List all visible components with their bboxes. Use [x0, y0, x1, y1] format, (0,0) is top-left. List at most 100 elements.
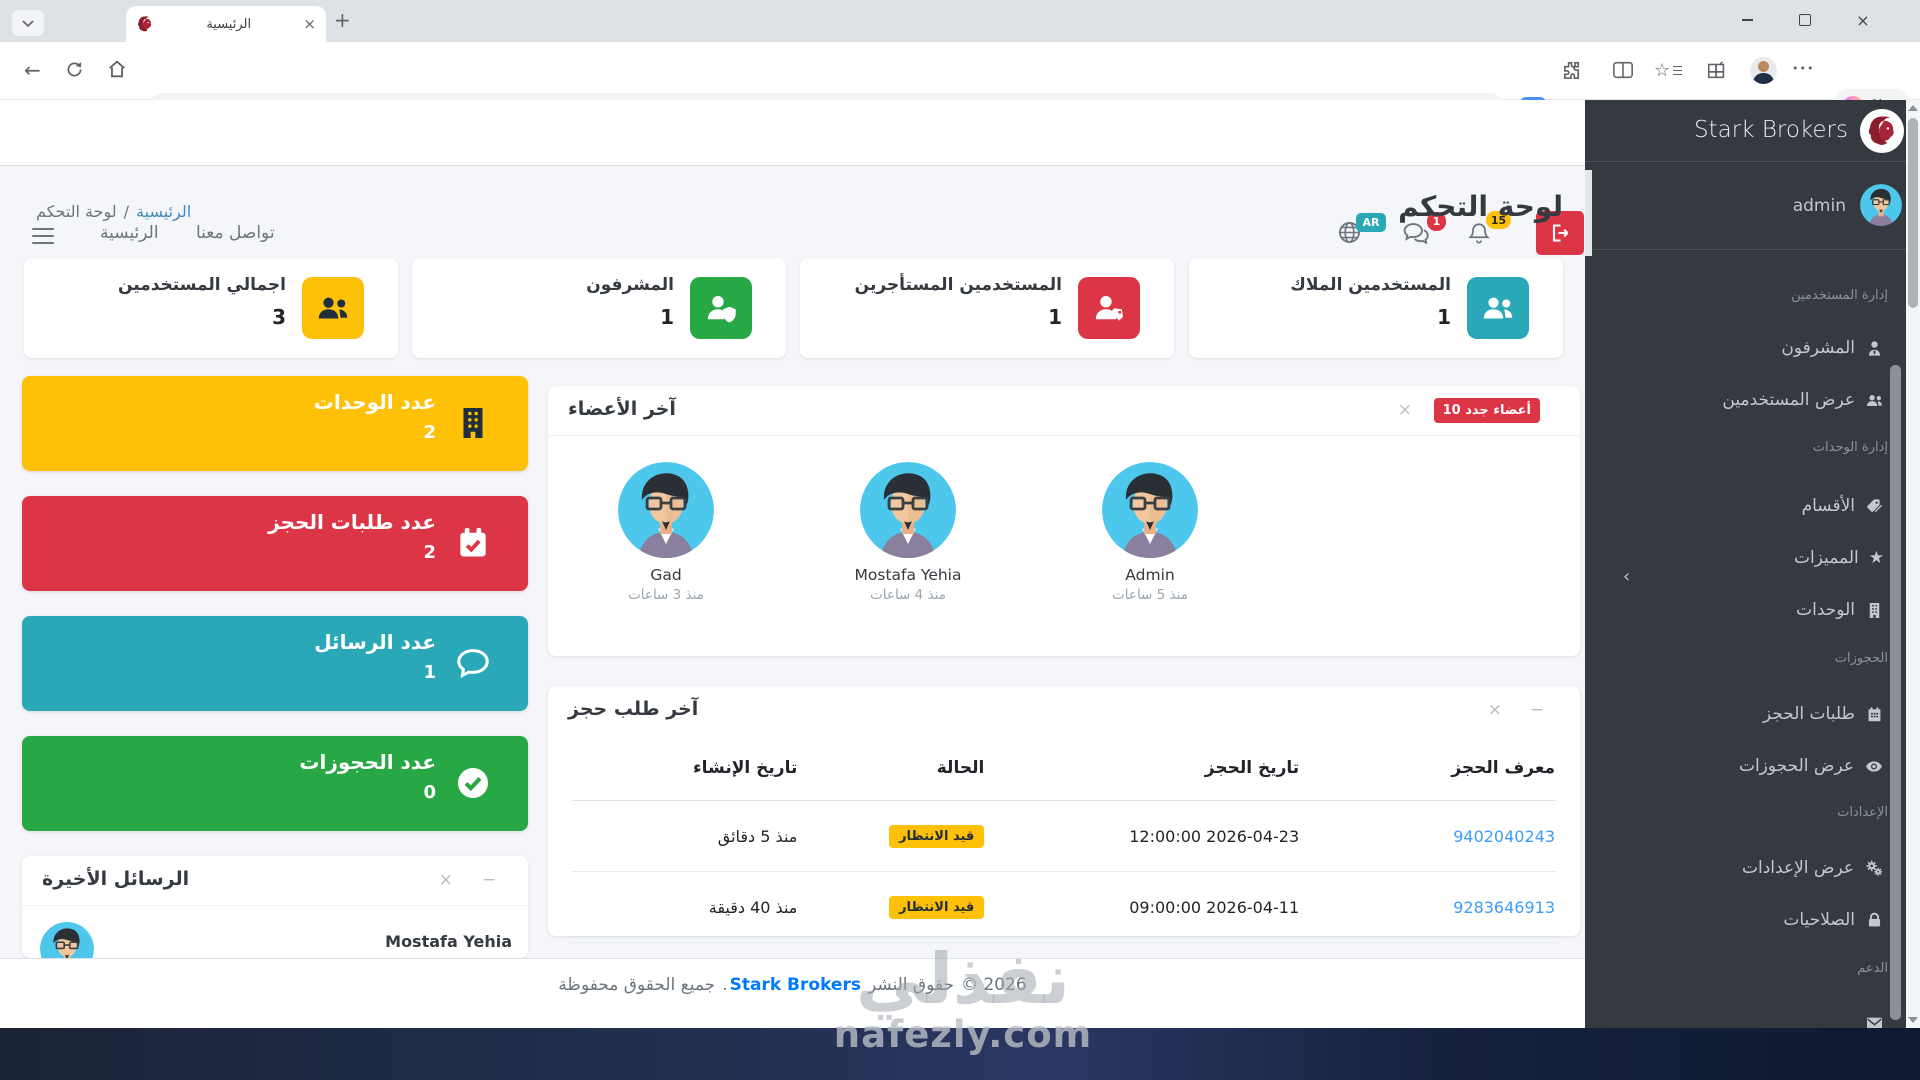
scroll-down-arrow-icon[interactable]: [1908, 1017, 1918, 1023]
split-screen-icon[interactable]: [1612, 60, 1634, 80]
sidebar-item-view-users[interactable]: عرض المستخدمين: [1585, 382, 1920, 418]
panel-close-icon[interactable]: ×: [438, 870, 453, 890]
tab-close-icon[interactable]: ×: [303, 14, 316, 33]
panel-close-icon[interactable]: ×: [1487, 700, 1502, 720]
sidebar-item-features[interactable]: ★ المميزات: [1793, 548, 1884, 568]
home-button[interactable]: [106, 58, 128, 80]
panel-close-icon[interactable]: ×: [1397, 400, 1412, 420]
status-badge: قيد الانتظار: [889, 895, 985, 919]
scroll-up-arrow-icon[interactable]: [1908, 105, 1918, 111]
stat-card-total-users: اجمالي المستخدمين 3: [24, 258, 398, 358]
sidebar: Stark Brokers admin إدارة المستخدمين الم…: [1585, 100, 1920, 1029]
gears-icon: [1866, 860, 1883, 876]
window-close-button[interactable]: ×: [1846, 6, 1880, 34]
brand-name: Stark Brokers: [1694, 117, 1848, 143]
browser-tab[interactable]: الرئيسية ×: [126, 6, 326, 42]
sidebar-edge-highlight: [1585, 170, 1592, 256]
booking-id-link[interactable]: 9283646913: [1453, 897, 1555, 917]
stat-card-supervisors: المشرفون 1: [412, 258, 786, 358]
col-booking-id: معرف الحجز: [1300, 736, 1556, 801]
extensions-puzzle-icon[interactable]: [1560, 59, 1583, 82]
page-scrollbar-thumb[interactable]: [1908, 118, 1918, 308]
language-badge: AR: [1356, 213, 1386, 232]
chevron-down-icon: [22, 19, 34, 27]
sidebar-item-departments[interactable]: الأقسام: [1585, 488, 1920, 524]
member-avatar: [618, 462, 714, 558]
sidebar-toggle-hamburger[interactable]: [32, 223, 54, 249]
member-avatar: [860, 462, 956, 558]
booking-id-link[interactable]: 9402040243: [1453, 826, 1555, 846]
user-tie-icon: [1868, 340, 1881, 356]
favorites-bar-icon[interactable]: ☆: [1654, 60, 1683, 81]
member-time: منذ 3 ساعات: [628, 587, 704, 603]
new-tab-button[interactable]: +: [334, 8, 351, 32]
panel-collapse-icon[interactable]: −: [1529, 700, 1544, 720]
stat-value: 1: [1437, 305, 1451, 329]
back-button[interactable]: ←: [24, 58, 41, 82]
notifications-bell-icon[interactable]: [1466, 220, 1492, 247]
sidebar-section-reservations: الحجوزات: [1834, 651, 1888, 666]
browser-tab-strip: الرئيسية × + ×: [0, 0, 1920, 42]
tags-icon: [1867, 498, 1883, 512]
sidebar-item-permissions[interactable]: الصلاحيات ‹: [1585, 902, 1920, 938]
tab-search-menu-button[interactable]: [12, 10, 44, 36]
sender-name: Mostafa Yehia: [385, 932, 512, 951]
minimize-icon: [1741, 19, 1753, 21]
sidebar-item-booking-requests[interactable]: طلبات الحجز: [1585, 696, 1920, 732]
booking-date: 09:00:00 2026-04-11: [1129, 897, 1300, 917]
logout-icon: [1552, 224, 1569, 242]
browser-profile-avatar[interactable]: [1750, 57, 1777, 84]
sidebar-section-settings: الإعدادات: [1837, 805, 1888, 820]
member-avatar: [1102, 462, 1198, 558]
member-name[interactable]: Mostafa Yehia: [854, 566, 962, 584]
lock-icon: [1868, 912, 1881, 926]
user-name: admin: [1792, 196, 1846, 216]
col-created: تاريخ الإنشاء: [572, 736, 799, 801]
star-icon: ★: [1868, 548, 1884, 568]
sidebar-item-view-settings[interactable]: عرض الإعدادات: [1585, 850, 1920, 886]
building-icon: [454, 404, 492, 442]
users-icon: [302, 277, 364, 339]
member-name[interactable]: Gad: [650, 566, 682, 584]
refresh-button[interactable]: [64, 59, 85, 80]
sidebar-brand[interactable]: Stark Brokers: [1585, 100, 1920, 162]
brand-logo-lion-icon: [1860, 109, 1904, 153]
messages-bubbles-icon[interactable]: [1402, 221, 1432, 247]
breadcrumb-home-link[interactable]: الرئيسية: [136, 202, 192, 221]
close-icon: ×: [1856, 10, 1870, 30]
sidebar-item-support-tickets[interactable]: [1585, 1005, 1920, 1041]
created-time: منذ 5 دقائق: [717, 826, 798, 846]
user-tag-icon: [1078, 277, 1140, 339]
page-scrollbar[interactable]: [1906, 100, 1920, 1028]
window-maximize-button[interactable]: [1788, 6, 1822, 34]
count-card-booking-requests: عدد طلبات الحجز 2: [22, 496, 528, 591]
sidebar-item-units[interactable]: الوحدات ‹: [1585, 592, 1920, 628]
nav-link-home[interactable]: الرئيسية: [100, 223, 159, 243]
nav-link-contact[interactable]: تواصل معنا: [196, 223, 275, 243]
booking-date: 12:00:00 2026-04-23: [1129, 826, 1300, 846]
panel-collapse-icon[interactable]: −: [481, 870, 496, 890]
new-members-badge: 10 أعضاء جدد: [1433, 398, 1540, 423]
sidebar-user-panel[interactable]: admin: [1585, 162, 1920, 250]
sidebar-item-supervisors[interactable]: المشرفون ‹: [1585, 330, 1920, 586]
panel-title: آخر طلب حجز: [568, 698, 699, 720]
collections-icon[interactable]: [1706, 59, 1728, 81]
breadcrumb-current: لوحة التحكم: [36, 202, 117, 221]
col-booking-date: تاريخ الحجز: [985, 736, 1301, 801]
table-row: 9283646913 09:00:00 2026-04-11 قيد الانت…: [572, 871, 1556, 943]
created-time: منذ 40 دقيقة: [708, 897, 798, 917]
language-globe-icon[interactable]: [1336, 219, 1363, 246]
member-name[interactable]: Admin: [1125, 566, 1175, 584]
stat-value: 1: [1048, 305, 1062, 329]
col-status: الحالة: [798, 736, 986, 801]
logout-button[interactable]: [1536, 211, 1584, 255]
sidebar-scrollbar[interactable]: [1890, 365, 1901, 1020]
users-icon: [1866, 394, 1883, 406]
browser-menu-dots-icon[interactable]: •••: [1792, 62, 1815, 75]
sidebar-item-view-reservations[interactable]: عرض الحجوزات: [1585, 748, 1920, 784]
window-minimize-button[interactable]: [1730, 6, 1764, 34]
footer-brand-link[interactable]: Stark Brokers: [729, 975, 861, 995]
notifications-count-badge: 15: [1486, 211, 1511, 229]
member-item: Gad منذ 3 ساعات: [586, 462, 746, 603]
